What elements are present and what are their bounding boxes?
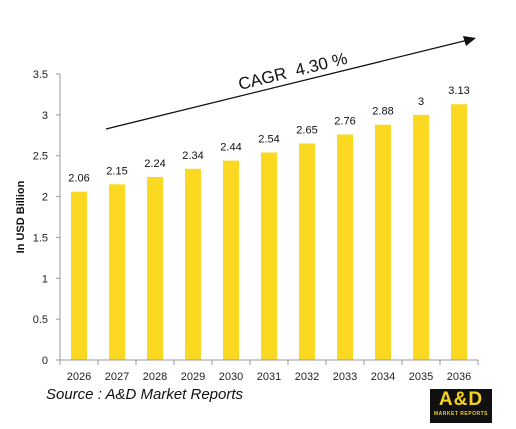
data-label-2035: 3 bbox=[418, 96, 424, 108]
y-tick-label: 1.5 bbox=[33, 232, 48, 244]
data-label-2029: 2.34 bbox=[182, 150, 203, 162]
y-tick-label: 3 bbox=[42, 110, 48, 122]
data-label-2027: 2.15 bbox=[106, 165, 127, 177]
y-axis-ticks: 0 0.5 1 1.5 2 2.5 3 3.5 bbox=[33, 69, 60, 367]
y-axis-title: In USD Billion bbox=[15, 180, 27, 253]
data-label-2034: 2.88 bbox=[372, 106, 393, 118]
x-tick-label-2026: 2026 bbox=[67, 371, 91, 383]
y-tick-label: 2.5 bbox=[33, 151, 48, 163]
bar-2031 bbox=[261, 152, 277, 360]
data-labels: 2.06 2.15 2.24 2.34 2.44 2.54 2.65 2.76 2.88 3 3.1… bbox=[68, 85, 469, 184]
bar-2030 bbox=[223, 160, 239, 360]
x-tick-label-2032: 2032 bbox=[295, 371, 319, 383]
logo-text: A&D bbox=[438, 389, 484, 410]
bar-2035 bbox=[413, 114, 429, 360]
x-tick-label-2033: 2033 bbox=[333, 371, 357, 383]
data-label-2036: 3.13 bbox=[448, 85, 469, 97]
company-logo: A&D MARKET REPORTS bbox=[430, 389, 492, 423]
x-tick-label-2028: 2028 bbox=[143, 371, 167, 383]
source-note: Source : A&D Market Reports bbox=[46, 386, 244, 403]
x-tick-label-2036: 2036 bbox=[447, 371, 471, 383]
x-tick-label-2031: 2031 bbox=[257, 371, 281, 383]
x-tick-label-2030: 2030 bbox=[219, 371, 243, 383]
bar-2034 bbox=[375, 124, 391, 360]
x-axis-ticks: 2026 2027 2028 2029 2030 2031 2032 2033 2034 2035… bbox=[59, 360, 479, 383]
x-tick-label-2029: 2029 bbox=[181, 371, 205, 383]
y-tick-label: 1 bbox=[42, 273, 48, 285]
x-tick-label-2035: 2035 bbox=[409, 371, 433, 383]
data-label-2033: 2.76 bbox=[334, 115, 355, 127]
bar-2029 bbox=[185, 168, 201, 360]
y-tick-label: 3.5 bbox=[33, 69, 48, 81]
data-label-2028: 2.24 bbox=[144, 158, 165, 170]
x-tick-label-2034: 2034 bbox=[371, 371, 395, 383]
y-tick-label: 0.5 bbox=[33, 314, 48, 326]
data-label-2026: 2.06 bbox=[68, 173, 89, 185]
y-tick-label: 2 bbox=[42, 192, 48, 204]
bar-2028 bbox=[147, 176, 163, 360]
bar-2027 bbox=[109, 184, 125, 360]
x-tick-label-2027: 2027 bbox=[105, 371, 129, 383]
data-label-2030: 2.44 bbox=[220, 142, 241, 154]
data-label-2032: 2.65 bbox=[296, 124, 317, 136]
logo-subtext: MARKET REPORTS bbox=[434, 411, 488, 417]
bar-2032 bbox=[299, 143, 315, 360]
bar-2033 bbox=[337, 134, 353, 360]
bar-2036 bbox=[451, 104, 467, 360]
data-label-2031: 2.54 bbox=[258, 133, 279, 145]
cagr-annotation: CAGR 4.30 % bbox=[236, 49, 349, 94]
cagr-arrow bbox=[105, 36, 476, 130]
y-tick-label: 0 bbox=[42, 355, 48, 367]
bars bbox=[71, 104, 467, 360]
bar-2026 bbox=[71, 191, 87, 360]
